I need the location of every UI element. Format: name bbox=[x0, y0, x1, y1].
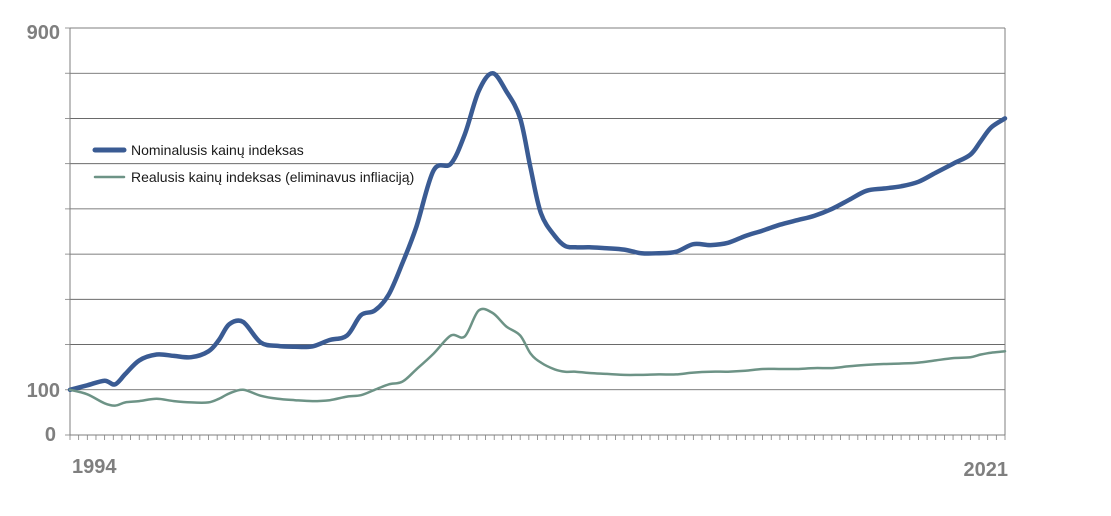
series-line-nominal bbox=[67, 70, 1008, 393]
x-tick-label-start: 1994 bbox=[72, 456, 117, 478]
axes bbox=[65, 27, 1006, 440]
y-tick-label-900: 900 bbox=[27, 22, 60, 44]
y-tick-label-100: 100 bbox=[27, 380, 60, 402]
series-lines bbox=[67, 70, 1008, 407]
legend: Nominalusis kainų indeksas Realusis kain… bbox=[92, 142, 414, 185]
y-tick-label-0: 0 bbox=[45, 424, 56, 446]
series-line-real bbox=[68, 307, 1007, 407]
legend-label-nominal: Nominalusis kainų indeksas bbox=[131, 142, 304, 158]
legend-label-real: Realusis kainų indeksas (eliminavus infl… bbox=[131, 169, 414, 185]
x-tick-label-end: 2021 bbox=[964, 459, 1009, 481]
